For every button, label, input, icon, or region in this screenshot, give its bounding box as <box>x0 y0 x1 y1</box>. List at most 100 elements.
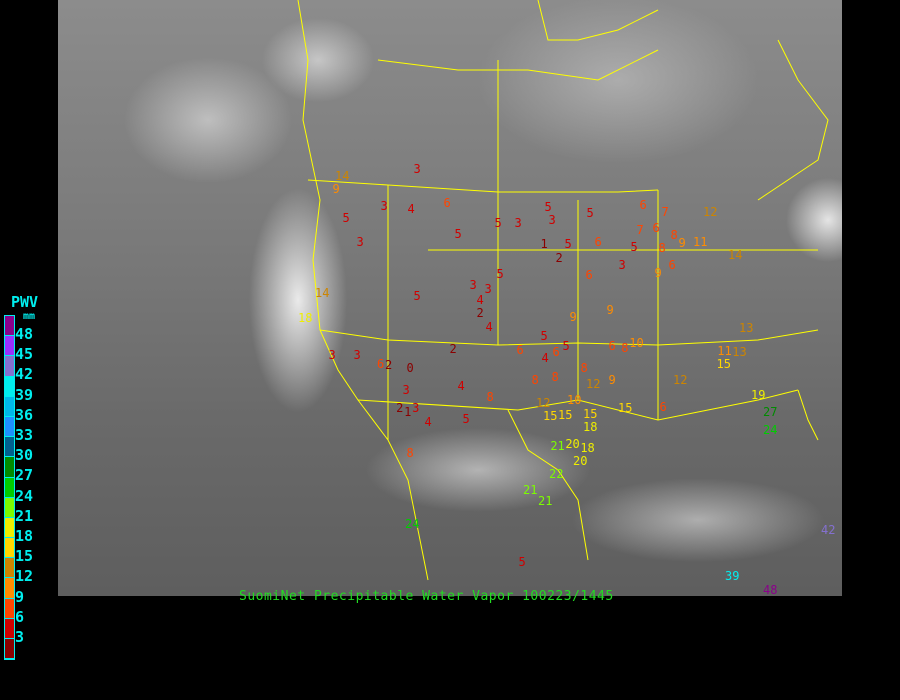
station-pwv-value: 4 <box>407 202 415 216</box>
station-pwv-value: 18 <box>580 441 595 455</box>
station-pwv-value: 5 <box>564 237 572 251</box>
legend-tick: 9 <box>15 587 25 606</box>
station-pwv-value: 9 <box>569 310 577 324</box>
legend-tick: 18 <box>15 527 34 545</box>
station-pwv-value: 27 <box>763 405 778 419</box>
station-pwv-value: 12 <box>703 205 718 219</box>
legend-swatch <box>5 457 14 478</box>
station-pwv-value: 13 <box>732 345 747 359</box>
station-pwv-value: 1 <box>540 237 548 251</box>
station-pwv-value: 24 <box>405 517 420 531</box>
station-pwv-value: 14 <box>728 248 743 262</box>
station-pwv-value: 15 <box>558 408 573 422</box>
legend-swatch <box>5 316 14 337</box>
station-pwv-value: 8 <box>551 370 559 384</box>
station-pwv-value: 3 <box>548 212 556 227</box>
legend-tick: 27 <box>15 466 34 485</box>
station-pwv-value: 2 <box>449 342 457 356</box>
station-pwv-value: 12 <box>536 396 551 410</box>
station-pwv-value: 20 <box>573 454 588 468</box>
station-pwv-value: 3 <box>484 282 492 296</box>
legend-swatch <box>5 336 14 357</box>
legend-swatch <box>5 578 14 599</box>
station-pwv-value: 15 <box>583 406 598 421</box>
station-pwv-value: 3 <box>328 348 336 362</box>
legend-tick: 42 <box>15 365 34 384</box>
station-pwv-value: 4 <box>485 320 493 334</box>
station-pwv-value: 5 <box>494 216 502 230</box>
legend-tick: 36 <box>15 405 34 424</box>
legend-tick: 6 <box>15 607 25 626</box>
station-pwv-value: 3 <box>402 383 410 397</box>
legend-swatch <box>5 376 14 397</box>
station-pwv-value: 14 <box>335 168 350 183</box>
station-pwv-value: 2 <box>555 251 563 265</box>
station-pwv-value: 3 <box>618 258 626 272</box>
legend-swatch <box>5 396 14 417</box>
station-pwv-value: 21 <box>538 494 553 508</box>
station-pwv-value: 15 <box>543 409 558 423</box>
legend-tick: 45 <box>15 345 34 364</box>
station-pwv-value: 13 <box>739 321 754 335</box>
station-pwv-value: 6 <box>594 235 602 249</box>
station-pwv-value: 8 <box>658 241 666 255</box>
station-pwv-value: 8 <box>406 446 414 460</box>
legend-tick: 30 <box>15 446 34 465</box>
station-pwv-value: 11 <box>717 344 732 358</box>
station-pwv-value: 3 <box>380 199 388 213</box>
legend-swatch <box>5 437 14 458</box>
station-pwv-value: 2 <box>396 401 404 415</box>
station-pwv-value: 11 <box>693 235 708 249</box>
station-pwv-value: 8 <box>486 390 494 404</box>
station-pwv-value: 12 <box>673 373 688 387</box>
station-pwv-value: 20 <box>565 437 580 451</box>
legend-swatch <box>5 477 14 498</box>
station-pwv-value: 9 <box>606 303 614 317</box>
station-pwv-value: 8 <box>670 228 678 242</box>
station-pwv-value: 9 <box>332 181 340 196</box>
legend-swatch <box>5 598 14 619</box>
station-pwv-value: 10 <box>567 393 582 407</box>
station-pwv-value: 3 <box>413 162 421 176</box>
station-pwv-value: 5 <box>540 329 548 343</box>
legend-tick: 15 <box>15 547 34 566</box>
station-pwv-value: 9 <box>678 236 686 250</box>
station-pwv-value: 7 <box>636 223 644 237</box>
station-pwv-value: 6 <box>652 221 660 235</box>
legend-tick: 24 <box>15 486 34 505</box>
legend-swatch <box>5 497 14 518</box>
station-pwv-value: 1 <box>404 405 412 419</box>
station-pwv-value: 12 <box>586 377 601 391</box>
legend-swatch <box>5 517 14 539</box>
station-pwv-value: 6 <box>552 345 560 359</box>
state-boundaries <box>297 0 829 581</box>
legend-swatch <box>5 558 14 579</box>
legend-swatch <box>5 538 14 559</box>
station-pwv-value: 3 <box>469 278 477 292</box>
station-pwv-value: 4 <box>476 292 484 307</box>
station-pwv-value: 6 <box>659 400 667 414</box>
legend-tick: 48 <box>15 325 34 343</box>
station-pwv-value: 6 <box>443 196 451 210</box>
station-pwv-value: 3 <box>514 216 522 230</box>
station-pwv-value: 4 <box>541 351 549 365</box>
station-pwv-value: 8 <box>580 361 588 375</box>
station-pwv-value: 15 <box>618 401 633 415</box>
station-pwv-value: 18 <box>583 419 598 434</box>
legend-tick: 21 <box>15 506 34 525</box>
station-pwv-value: 15 <box>716 357 731 371</box>
station-pwv-value: 21 <box>550 439 565 453</box>
satellite-map: 3 9 14 5 3 4 6 3 5 5 3 5 5 3 1 5 2 6 5 6 7 6 8 9 8 7 11 12 14 9 6 3 5 6 14… <box>58 0 842 596</box>
station-pwv-value: 3 <box>412 401 420 415</box>
station-pwv-value: 18 <box>298 311 313 325</box>
station-pwv-value: 7 <box>661 205 669 219</box>
station-pwv-value: 5 <box>544 199 552 214</box>
station-pwv-value: 8 <box>531 373 539 387</box>
map-caption: SuomiNet Precipitable Water Vapor 100223… <box>239 589 614 604</box>
legend-swatch <box>5 356 14 377</box>
station-pwv-value: 10 <box>629 336 644 350</box>
station-pwv-value: 5 <box>562 339 570 353</box>
station-pwv-value: 5 <box>496 267 504 281</box>
station-pwv-value: 6 <box>516 343 524 357</box>
legend-swatch <box>5 639 14 660</box>
